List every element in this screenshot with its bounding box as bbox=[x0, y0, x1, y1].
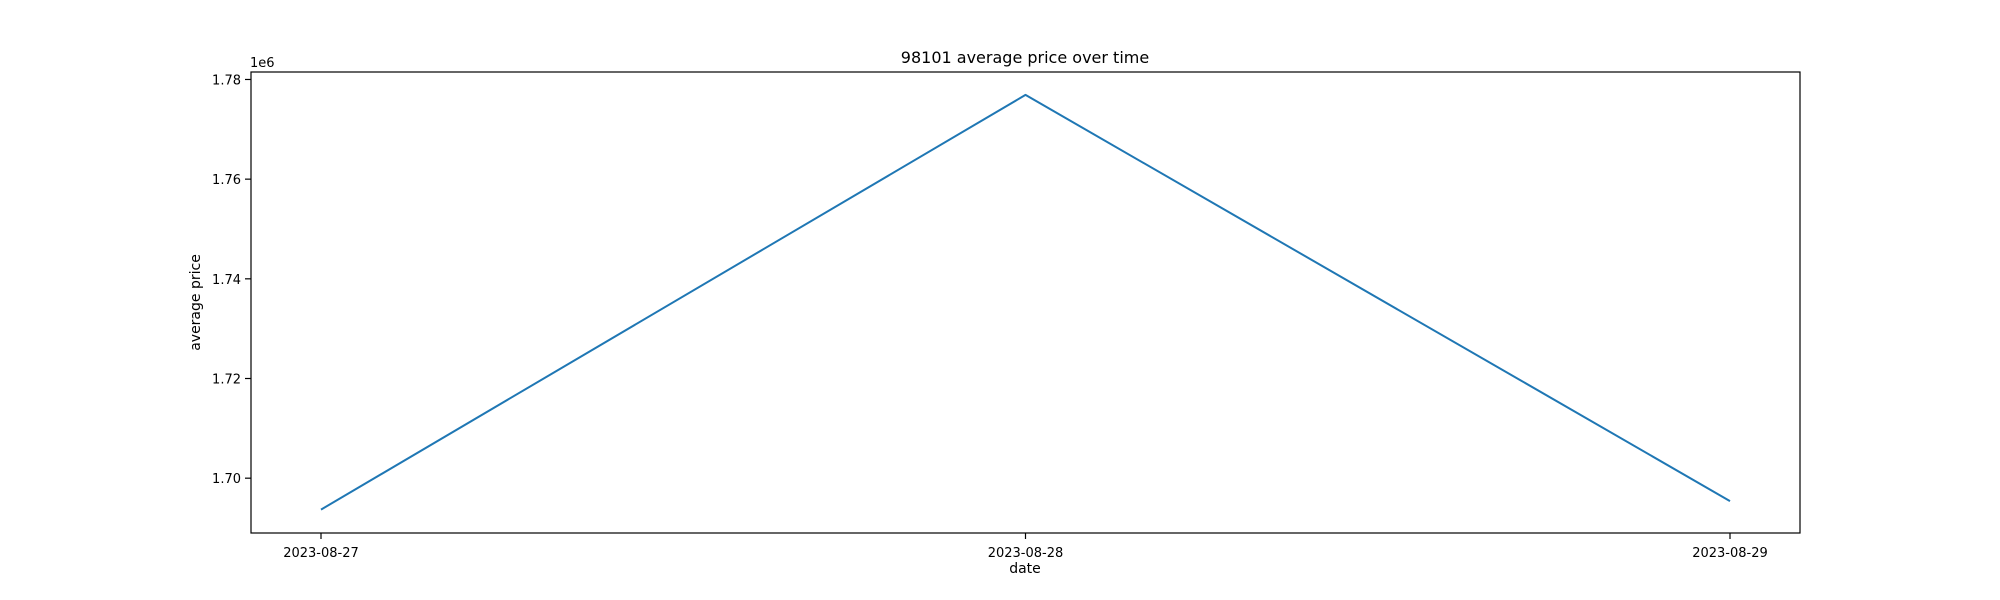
y-tick-label: 1.76 bbox=[212, 173, 241, 188]
x-axis-label: date bbox=[1009, 561, 1041, 577]
y-tick-label: 1.72 bbox=[212, 373, 241, 388]
axes-frame bbox=[250, 71, 1801, 534]
y-tick-label: 1.78 bbox=[212, 73, 241, 88]
x-tick-label: 2023-08-28 bbox=[988, 546, 1064, 561]
y-axis-ticks: 1.70 1.72 1.74 1.76 1.78 bbox=[212, 73, 251, 487]
y-axis-label: average price bbox=[188, 254, 204, 351]
y-axis-offset-label: 1e6 bbox=[250, 56, 275, 71]
series-layer bbox=[320, 93, 1731, 511]
x-tick-label: 2023-08-29 bbox=[1692, 546, 1768, 561]
plot-area: 1.701.721.741.761.78 2023-08-27 2023-08-2… bbox=[212, 71, 1801, 561]
y-tick-label: 1.70 bbox=[212, 472, 241, 487]
x-tick-label: 2023-08-27 bbox=[283, 546, 359, 561]
y-tick-label: 1.74 bbox=[212, 273, 241, 288]
x-axis-ticks: 2023-08-27 2023-08-28 2023-08-29 bbox=[283, 533, 1768, 561]
chart-title: 98101 average price over time bbox=[901, 48, 1149, 67]
series-line bbox=[320, 93, 1731, 511]
